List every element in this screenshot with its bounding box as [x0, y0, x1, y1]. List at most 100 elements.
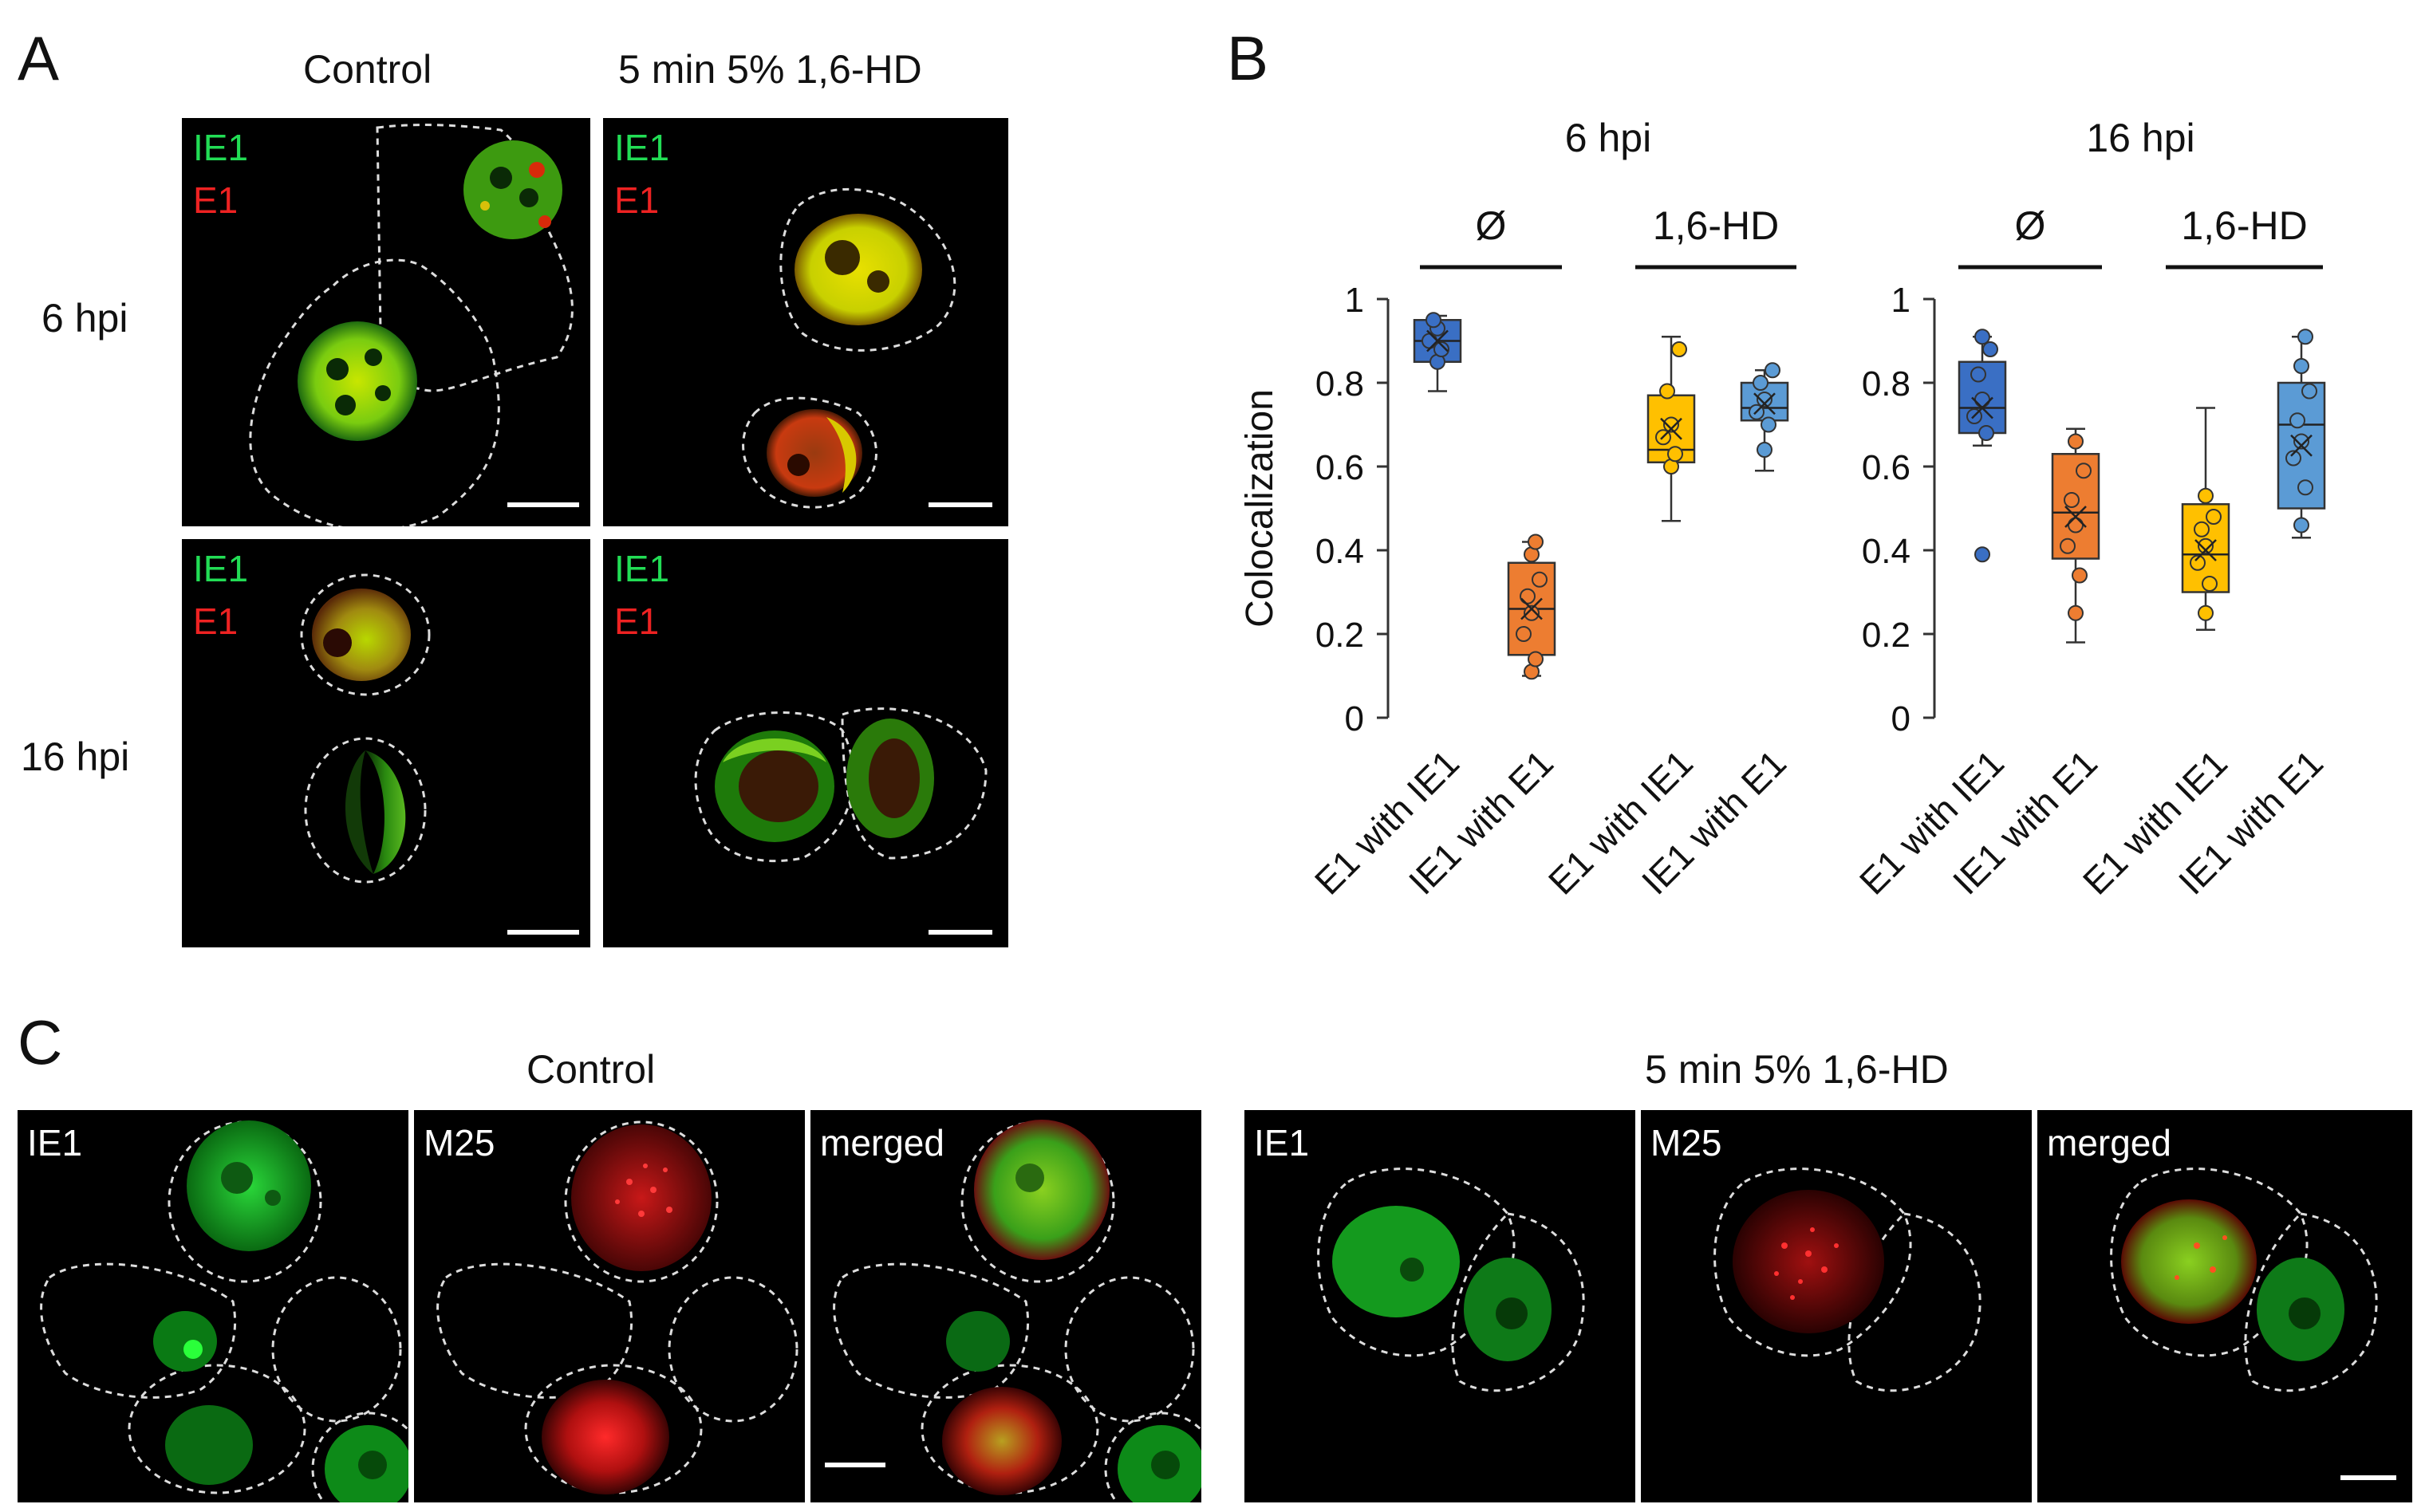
data-point	[2293, 358, 2309, 374]
micrograph-control-m25: M25	[414, 1110, 805, 1502]
data-point	[1422, 333, 1437, 349]
scale-bar	[929, 502, 992, 507]
y-tick-label: 0.2	[1862, 616, 1910, 655]
mean-marker	[2194, 539, 2217, 561]
chart-title: 16 hpi	[2086, 116, 2194, 160]
data-point	[2194, 521, 2210, 537]
data-point	[2068, 517, 2084, 534]
mean-marker	[1660, 417, 1682, 440]
mean-marker	[1753, 392, 1776, 415]
data-point	[1667, 446, 1683, 463]
channel-label-ie1: IE1	[614, 548, 670, 589]
channel-label-ie1: IE1	[193, 548, 249, 589]
data-point	[1524, 604, 1540, 621]
data-point	[2064, 492, 2080, 508]
data-point	[1671, 341, 1687, 357]
panel-c-col-hd: 5 min 5% 1,6-HD	[1645, 1047, 1949, 1092]
micrograph-hd-merged: merged	[2037, 1110, 2412, 1502]
data-point	[1974, 546, 1990, 563]
group-label: 1,6-HD	[1653, 203, 1779, 248]
data-point	[2293, 517, 2309, 534]
data-point	[1659, 383, 1675, 400]
group-label: Ø	[1476, 203, 1507, 248]
data-point	[1520, 588, 1536, 604]
data-point	[1753, 375, 1769, 391]
group-label: 1,6-HD	[2181, 203, 2307, 248]
mean-marker	[2064, 506, 2087, 528]
data-point	[1757, 392, 1772, 408]
scale-bar	[929, 930, 992, 935]
data-point	[2060, 537, 2076, 554]
data-point	[2198, 487, 2214, 504]
data-point	[1974, 329, 1990, 345]
panel-a-col-hd: 5 min 5% 1,6-HD	[618, 47, 922, 92]
channel-label-ie1: IE1	[614, 127, 670, 168]
mean-marker	[1520, 597, 1543, 620]
y-tick-label: 0.4	[1862, 532, 1910, 571]
data-point	[2285, 450, 2301, 467]
y-tick-label: 0	[1891, 699, 1910, 738]
channel-label-ie1: IE1	[193, 127, 249, 168]
micrograph-hd-6hpi: IE1 E1	[603, 118, 1008, 526]
channel-label-merged: merged	[820, 1122, 944, 1164]
panel-label-b: B	[1227, 23, 1269, 93]
chart-title: 6 hpi	[1565, 116, 1651, 160]
scale-bar	[2340, 1475, 2396, 1480]
data-point	[2068, 433, 2084, 450]
channel-label-e1: E1	[193, 600, 239, 642]
data-point	[2076, 463, 2092, 479]
data-point	[1433, 341, 1449, 357]
data-point	[2068, 604, 2084, 621]
y-axis-label: Colocalization	[1239, 389, 1281, 628]
y-tick-label: 0.4	[1315, 532, 1364, 571]
data-point	[1761, 416, 1776, 433]
channel-label-e1: E1	[193, 179, 239, 221]
data-point	[1532, 571, 1548, 588]
micrograph-hd-ie1: IE1	[1244, 1110, 1635, 1502]
data-point	[1516, 626, 1532, 642]
y-tick-label: 0.2	[1315, 616, 1364, 655]
data-point	[2198, 604, 2214, 621]
y-tick-label: 0.8	[1315, 364, 1364, 404]
y-tick-label: 0.6	[1315, 448, 1364, 487]
data-point	[2301, 383, 2317, 400]
data-point	[2289, 412, 2305, 429]
y-tick-label: 1	[1891, 281, 1910, 320]
y-tick-label: 0	[1345, 699, 1364, 738]
micrograph-control-merged: merged	[810, 1110, 1201, 1502]
scale-bar	[825, 1463, 885, 1467]
data-point	[1757, 442, 1772, 458]
data-point	[1765, 362, 1780, 379]
panel-c-col-control: Control	[526, 1047, 656, 1092]
colocalization-box-charts: 6 hpi Ø 1,6-HD 0 0.2 0.4 0.6 0.8 1 Colocalization…	[1239, 116, 2331, 903]
scale-bar	[507, 502, 579, 507]
mean-marker	[2290, 434, 2313, 457]
channel-label-ie1: IE1	[27, 1122, 83, 1164]
channel-label-m25: M25	[424, 1122, 495, 1164]
data-point	[2072, 567, 2088, 584]
data-point	[2297, 329, 2313, 345]
channel-label-e1: E1	[614, 600, 660, 642]
data-point	[2190, 554, 2206, 571]
channel-label-ie1: IE1	[1254, 1122, 1310, 1164]
data-point	[2206, 509, 2222, 525]
channel-label-merged: merged	[2047, 1122, 2171, 1164]
scale-bar	[507, 930, 579, 935]
data-point	[1978, 425, 1994, 441]
y-tick-label: 1	[1345, 281, 1364, 320]
data-point	[1425, 312, 1441, 329]
data-point	[1663, 416, 1679, 433]
panel-a-row-6hpi: 6 hpi	[41, 296, 128, 341]
data-point	[1528, 651, 1544, 667]
data-point	[2198, 537, 2214, 554]
mean-marker	[1971, 396, 1993, 419]
data-point	[2297, 479, 2313, 496]
panel-a-col-control: Control	[303, 47, 432, 92]
group-label: Ø	[2015, 203, 2046, 248]
data-point	[2202, 576, 2218, 592]
channel-label-e1: E1	[614, 179, 660, 221]
data-point	[1982, 341, 1998, 357]
y-tick-label: 0.6	[1862, 448, 1910, 487]
data-point	[1970, 366, 1986, 383]
panel-label-a: A	[18, 23, 60, 93]
